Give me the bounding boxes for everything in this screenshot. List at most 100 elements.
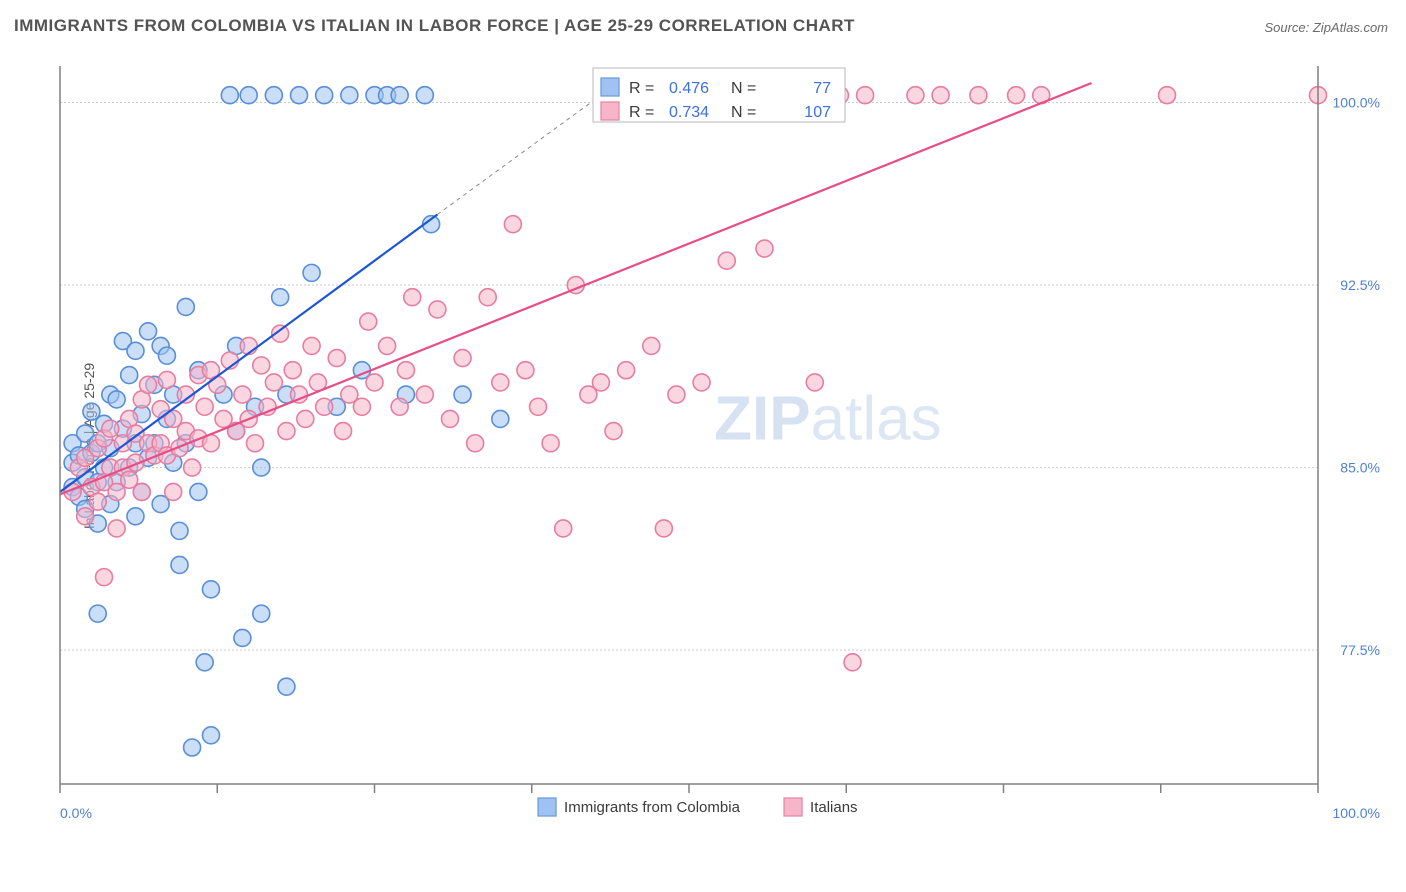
data-point — [1159, 87, 1176, 104]
data-point — [89, 605, 106, 622]
chart-svg: 77.5%85.0%92.5%100.0%ZIPatlas0.0%100.0%R… — [48, 54, 1388, 824]
legend-r-value: 0.734 — [669, 104, 709, 121]
y-tick-label: 100.0% — [1333, 95, 1380, 111]
data-point — [89, 493, 106, 510]
legend-swatch — [784, 798, 802, 816]
data-point — [284, 362, 301, 379]
regression-dash — [437, 95, 601, 214]
data-point — [133, 483, 150, 500]
data-point — [454, 386, 471, 403]
data-point — [441, 410, 458, 427]
data-point — [492, 410, 509, 427]
data-point — [265, 374, 282, 391]
data-point — [391, 87, 408, 104]
legend-swatch — [601, 78, 619, 96]
x-tick-label: 100.0% — [1333, 805, 1380, 821]
data-point — [932, 87, 949, 104]
legend-swatch — [601, 102, 619, 120]
data-point — [184, 739, 201, 756]
data-point — [108, 391, 125, 408]
data-point — [234, 629, 251, 646]
legend-n-label: N = — [731, 80, 756, 97]
data-point — [907, 87, 924, 104]
data-point — [253, 459, 270, 476]
data-point — [246, 435, 263, 452]
data-point — [353, 398, 370, 415]
data-point — [360, 313, 377, 330]
data-point — [618, 362, 635, 379]
data-point — [221, 87, 238, 104]
regression-line — [60, 214, 437, 491]
y-tick-label: 77.5% — [1340, 642, 1380, 658]
data-point — [1008, 87, 1025, 104]
data-point — [184, 459, 201, 476]
data-point — [718, 252, 735, 269]
data-point — [416, 386, 433, 403]
data-point — [429, 301, 446, 318]
data-point — [77, 508, 94, 525]
data-point — [240, 87, 257, 104]
data-point — [479, 289, 496, 306]
legend-n-label: N = — [731, 104, 756, 121]
data-point — [416, 87, 433, 104]
data-point — [196, 654, 213, 671]
source-label: Source: ZipAtlas.com — [1264, 20, 1388, 35]
watermark: ZIPatlas — [714, 384, 941, 453]
data-point — [467, 435, 484, 452]
data-point — [366, 374, 383, 391]
data-point — [303, 264, 320, 281]
data-point — [316, 87, 333, 104]
data-point — [127, 342, 144, 359]
data-point — [693, 374, 710, 391]
data-point — [121, 367, 138, 384]
data-point — [397, 362, 414, 379]
data-point — [328, 350, 345, 367]
legend-n-value: 107 — [804, 104, 831, 121]
legend-r-value: 0.476 — [669, 80, 709, 97]
data-point — [655, 520, 672, 537]
data-point — [278, 423, 295, 440]
data-point — [171, 522, 188, 539]
data-point — [253, 357, 270, 374]
data-point — [265, 87, 282, 104]
data-point — [335, 423, 352, 440]
data-point — [158, 347, 175, 364]
y-tick-label: 85.0% — [1340, 460, 1380, 476]
data-point — [379, 337, 396, 354]
data-point — [202, 581, 219, 598]
data-point — [140, 376, 157, 393]
data-point — [668, 386, 685, 403]
legend-swatch — [538, 798, 556, 816]
data-point — [96, 569, 113, 586]
data-point — [530, 398, 547, 415]
data-point — [278, 678, 295, 695]
data-point — [291, 87, 308, 104]
legend-n-value: 77 — [813, 80, 831, 97]
data-point — [391, 398, 408, 415]
data-point — [643, 337, 660, 354]
chart-title: IMMIGRANTS FROM COLOMBIA VS ITALIAN IN L… — [14, 16, 855, 36]
data-point — [234, 386, 251, 403]
data-point — [844, 654, 861, 671]
data-point — [253, 605, 270, 622]
data-point — [140, 323, 157, 340]
data-point — [806, 374, 823, 391]
data-point — [303, 337, 320, 354]
data-point — [102, 420, 119, 437]
data-point — [555, 520, 572, 537]
data-point — [341, 87, 358, 104]
data-point — [756, 240, 773, 257]
data-point — [297, 410, 314, 427]
data-point — [970, 87, 987, 104]
legend-r-label: R = — [629, 104, 654, 121]
data-point — [504, 216, 521, 233]
data-point — [177, 298, 194, 315]
data-point — [404, 289, 421, 306]
data-point — [272, 289, 289, 306]
data-point — [542, 435, 559, 452]
data-point — [190, 483, 207, 500]
data-point — [108, 520, 125, 537]
scatter-chart: 77.5%85.0%92.5%100.0%ZIPatlas0.0%100.0%R… — [48, 54, 1388, 824]
data-point — [454, 350, 471, 367]
data-point — [316, 398, 333, 415]
